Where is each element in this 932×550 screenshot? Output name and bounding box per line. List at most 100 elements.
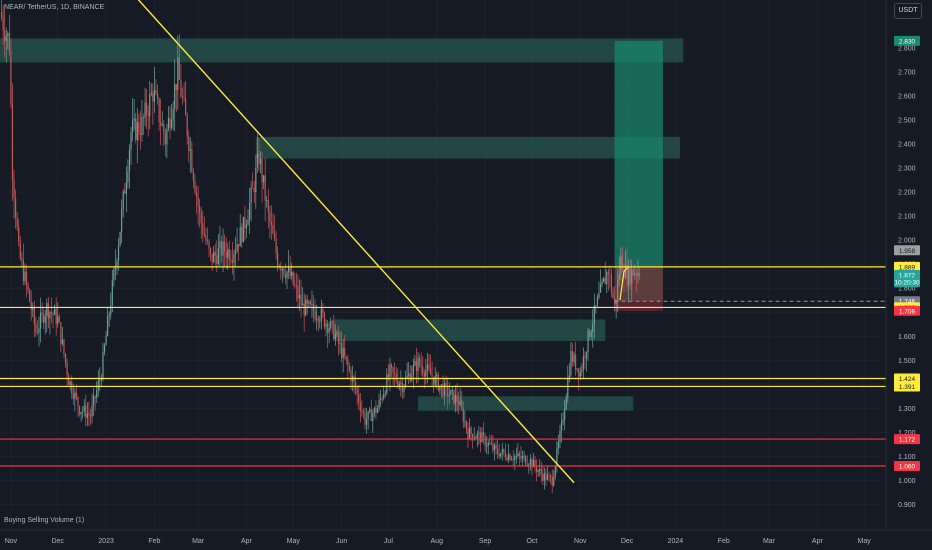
candle-body — [587, 330, 589, 353]
candle-body — [280, 266, 282, 271]
candle-body — [618, 274, 620, 280]
candle-body — [465, 421, 467, 429]
candle-body — [408, 373, 410, 376]
candle-body — [21, 258, 23, 261]
candle-body — [261, 158, 263, 183]
candle-body — [199, 206, 201, 213]
candle-body — [395, 374, 397, 381]
candle-body — [489, 442, 491, 444]
candle-body — [482, 432, 485, 436]
candle-body — [22, 260, 24, 282]
candle-body — [581, 369, 583, 373]
candle-body — [256, 153, 258, 168]
candle-body — [300, 294, 302, 306]
candle-body — [607, 272, 609, 274]
price-label-text: 1.060 — [899, 463, 916, 470]
candle-body — [195, 192, 198, 197]
candle-body — [166, 129, 168, 145]
candle-body — [484, 435, 486, 446]
candle-body — [350, 370, 352, 382]
candle-body — [565, 397, 567, 410]
candle-body — [392, 367, 394, 373]
candle-body — [511, 459, 513, 461]
candle-body — [122, 191, 124, 209]
candle-body — [2, 17, 4, 31]
candle-body — [47, 303, 49, 319]
candle-body — [281, 268, 283, 271]
price-label-badge — [894, 277, 920, 288]
candle-body — [217, 248, 219, 265]
candle-body — [537, 470, 539, 472]
candle-body — [415, 360, 418, 372]
descending-trendline — [137, 0, 575, 484]
candle-body — [447, 385, 449, 397]
candle-body — [412, 365, 414, 376]
candle-body — [345, 356, 347, 360]
candle-body — [348, 366, 351, 371]
candle-body — [523, 456, 525, 457]
candle-body — [309, 301, 312, 305]
candle-body — [573, 354, 575, 363]
candle-body — [417, 357, 419, 372]
candle-body — [626, 264, 628, 286]
candle-body — [135, 118, 137, 141]
candle-body — [590, 332, 592, 337]
candle-body — [498, 453, 500, 457]
candle-body — [8, 33, 10, 52]
candle-body — [617, 279, 619, 300]
candle-body — [578, 368, 580, 377]
candle-body — [178, 57, 180, 80]
candle-body — [188, 136, 190, 151]
candle-body — [394, 372, 396, 375]
candle-body — [64, 353, 67, 363]
x-tick-label: Aug — [431, 538, 444, 545]
candle-body — [468, 427, 471, 439]
candle-body — [436, 374, 438, 376]
candle-body — [170, 119, 173, 128]
candle-body — [38, 328, 40, 333]
candle-body — [493, 445, 496, 451]
candle-body — [397, 380, 399, 386]
candle-body — [342, 348, 344, 359]
candle-body — [490, 443, 492, 445]
candle-body — [156, 93, 159, 99]
candle-body — [160, 122, 162, 126]
candle-body — [347, 359, 349, 367]
candle-body — [635, 273, 638, 276]
candle-body — [390, 364, 393, 368]
candle-body — [57, 316, 59, 324]
candle-body — [545, 473, 547, 480]
symbol-title[interactable]: NEAR/ TetherUS, 1D, BINANCE — [4, 4, 105, 11]
candle-body — [189, 149, 191, 151]
volume-indicator-label[interactable]: Buying Selling Volume (1) — [4, 517, 85, 524]
candle-body — [119, 231, 121, 246]
candle-body — [72, 393, 74, 400]
candle-body — [462, 408, 464, 422]
candle-body — [481, 432, 483, 443]
candle-body — [531, 459, 533, 468]
candle-body — [378, 400, 380, 409]
candle-body — [69, 381, 71, 386]
candle-body — [7, 33, 9, 36]
candle-body — [230, 260, 232, 261]
candle-body — [593, 305, 595, 325]
candle-body — [551, 476, 553, 486]
candle-body — [556, 448, 558, 467]
candle-body — [77, 396, 79, 407]
candle-body — [486, 445, 488, 447]
candle-body — [492, 443, 494, 451]
currency-button[interactable]: USDT — [894, 3, 922, 19]
candle-body — [440, 384, 443, 386]
candle-body — [242, 217, 244, 243]
candle-body — [144, 102, 146, 118]
candle-body — [606, 272, 608, 285]
candle-body — [557, 442, 560, 449]
candle-body — [308, 301, 310, 304]
x-tick-label: May — [858, 538, 872, 545]
candle-body — [376, 408, 379, 413]
candle-body — [289, 267, 291, 277]
candle-body — [52, 313, 54, 315]
y-tick-label: 2.100 — [898, 214, 916, 221]
